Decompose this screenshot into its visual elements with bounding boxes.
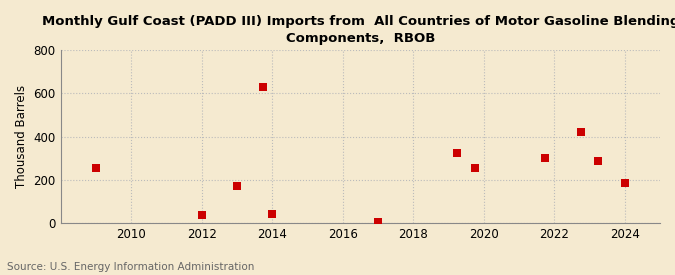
Point — [540, 156, 551, 160]
Text: Source: U.S. Energy Information Administration: Source: U.S. Energy Information Administ… — [7, 262, 254, 272]
Point — [90, 166, 101, 170]
Y-axis label: Thousand Barrels: Thousand Barrels — [15, 85, 28, 188]
Title: Monthly Gulf Coast (PADD III) Imports from  All Countries of Motor Gasoline Blen: Monthly Gulf Coast (PADD III) Imports fr… — [42, 15, 675, 45]
Point — [196, 213, 207, 218]
Point — [593, 159, 603, 164]
Point — [232, 184, 242, 188]
Point — [258, 85, 269, 89]
Point — [267, 212, 277, 216]
Point — [620, 181, 630, 185]
Point — [373, 220, 383, 224]
Point — [470, 166, 481, 170]
Point — [575, 130, 586, 134]
Point — [452, 151, 462, 155]
